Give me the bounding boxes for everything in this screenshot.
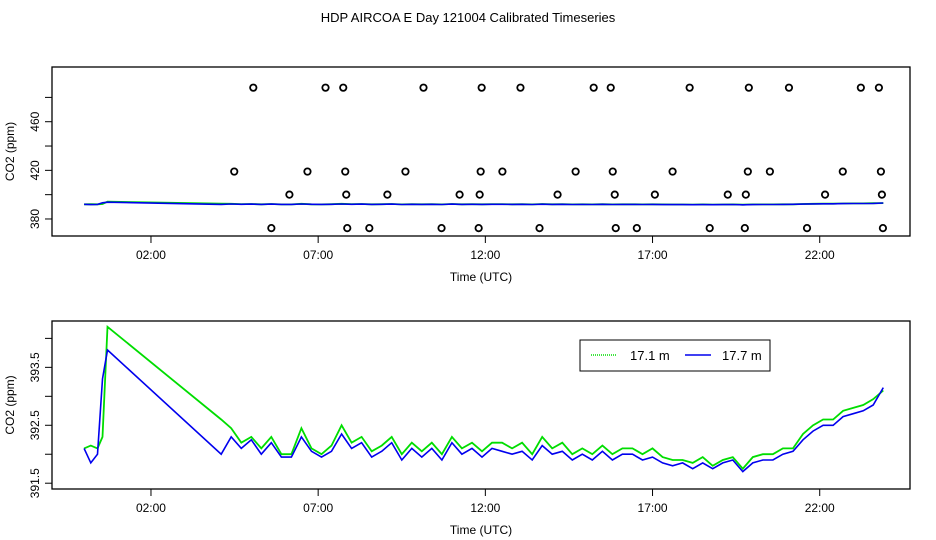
- outlier-point: [606, 83, 615, 92]
- outlier-point: [476, 167, 485, 176]
- outlier-point: [303, 167, 312, 176]
- outlier-point: [685, 83, 694, 92]
- outlier-point: [267, 223, 276, 233]
- outlier-point: [437, 223, 446, 233]
- outlier-point: [341, 167, 350, 176]
- outlier-point: [632, 223, 641, 233]
- outlier-point: [516, 83, 525, 92]
- outlier-point: [477, 83, 486, 92]
- series-line-171m: [83, 324, 884, 471]
- outlier-point: [455, 190, 464, 199]
- outlier-point: [723, 190, 732, 199]
- outlier-point: [744, 83, 753, 92]
- outlier-point: [876, 167, 886, 176]
- outlier-point: [784, 83, 794, 92]
- x-tick-label: 22:00: [805, 248, 835, 262]
- series-line-177m: [83, 348, 884, 473]
- outlier-point: [249, 83, 258, 92]
- outlier-point: [765, 167, 774, 176]
- outlier-point: [611, 223, 620, 233]
- outlier-point: [820, 190, 830, 199]
- outlier-point: [743, 167, 752, 176]
- x-tick-label: 12:00: [470, 248, 500, 262]
- outlier-point: [802, 223, 812, 233]
- figure-title: HDP AIRCOA E Day 121004 Calibrated Times…: [321, 10, 616, 25]
- y-tick-label: 420: [28, 160, 42, 180]
- x-tick-label: 02:00: [136, 501, 166, 515]
- outlier-point: [838, 167, 847, 176]
- plot-frame: [51, 66, 911, 237]
- legend-label-17-7m: 17.7 m: [722, 348, 762, 363]
- x-tick-label: 17:00: [638, 501, 668, 515]
- outlier-point: [608, 167, 617, 176]
- outlier-point: [589, 83, 598, 92]
- outlier-point: [498, 167, 507, 176]
- outlier-point: [668, 167, 677, 176]
- outlier-point: [401, 167, 410, 176]
- outlier-point: [343, 223, 352, 233]
- x-tick-label: 07:00: [303, 248, 333, 262]
- outlier-point: [553, 190, 562, 199]
- top-plot-full-range: 02:00 07:00 12:00 17:00 22:00 380 420 460 Time (…: [3, 66, 911, 284]
- outlier-point: [650, 190, 659, 199]
- x-tick-label: 07:00: [303, 501, 333, 515]
- outlier-point: [342, 190, 351, 199]
- outlier-point: [571, 167, 580, 176]
- plot-frame: [51, 320, 911, 490]
- bottom-plot-zoomed: 02:00 07:00 12:00 17:00 22:00 391.5 392.5 393.5…: [3, 320, 911, 537]
- outlier-point: [339, 83, 348, 92]
- outlier-point: [230, 167, 239, 176]
- x-axis-label: Time (UTC): [450, 523, 512, 537]
- outlier-point: [856, 83, 865, 92]
- x-tick-label: 22:00: [805, 501, 835, 515]
- legend-label-17-1m: 17.1 m: [630, 348, 670, 363]
- x-tick-label: 02:00: [136, 248, 166, 262]
- outlier-point: [365, 223, 374, 233]
- outlier-point: [874, 83, 884, 92]
- legend: 17.1 m 17.7 m: [579, 339, 771, 372]
- outlier-point: [419, 83, 428, 92]
- x-tick-label: 17:00: [638, 248, 668, 262]
- outlier-point: [474, 223, 483, 233]
- y-tick-label: 380: [28, 209, 42, 229]
- x-axis-label: Time (UTC): [450, 270, 512, 284]
- y-tick-label: 393.5: [28, 352, 42, 382]
- outlier-point: [705, 223, 714, 233]
- outlier-point: [610, 190, 619, 199]
- outlier-point: [475, 190, 484, 199]
- y-tick-label: 391.5: [28, 468, 42, 498]
- outlier-point: [878, 223, 888, 233]
- outlier-point: [535, 223, 544, 233]
- outlier-point: [321, 83, 330, 92]
- series-line-177m: [84, 201, 884, 206]
- outlier-point: [741, 190, 750, 199]
- outlier-point: [740, 223, 749, 233]
- outlier-point: [285, 190, 294, 199]
- y-tick-label: 460: [28, 111, 42, 131]
- y-axis-label: CO2 (ppm): [3, 122, 17, 181]
- x-tick-label: 12:00: [470, 501, 500, 515]
- y-axis-label: CO2 (ppm): [3, 375, 17, 434]
- outlier-point: [877, 190, 887, 199]
- outlier-point: [383, 190, 392, 199]
- y-tick-label: 392.5: [28, 410, 42, 440]
